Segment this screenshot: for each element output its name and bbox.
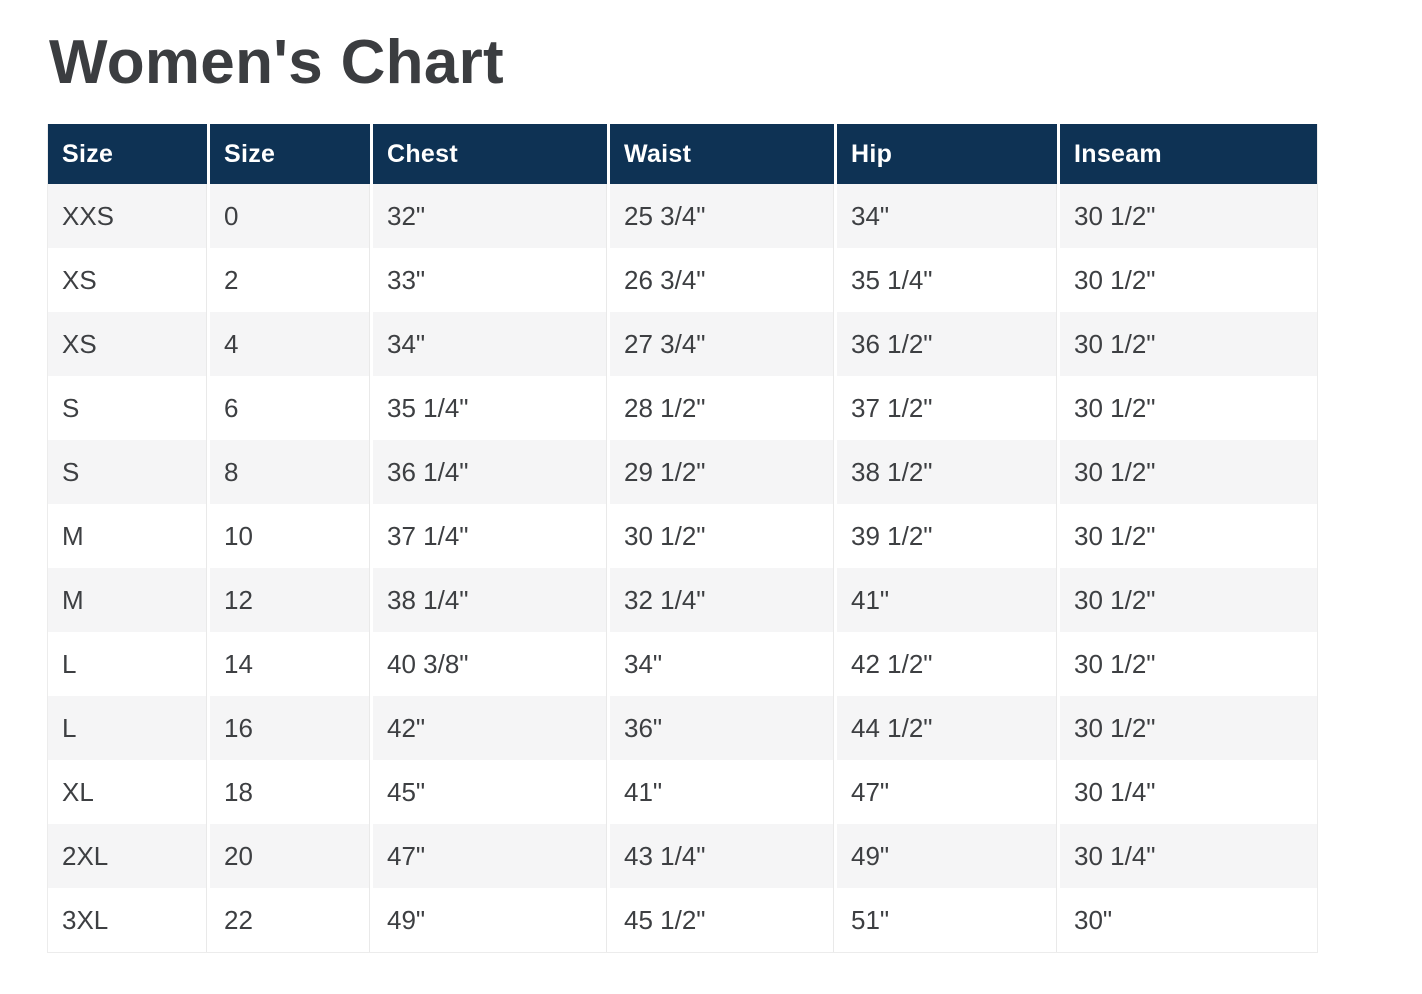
table-cell: 41": [610, 760, 837, 824]
column-header-inseam: Inseam: [1060, 124, 1317, 184]
table-cell: 38 1/2": [837, 440, 1060, 504]
table-row: L 14 40 3/8" 34" 42 1/2" 30 1/2": [48, 632, 1317, 696]
table-cell: 12: [210, 568, 373, 632]
table-cell: 42": [373, 696, 610, 760]
table-cell: 34": [837, 184, 1060, 248]
table-row: 3XL 22 49" 45 1/2" 51" 30": [48, 888, 1317, 952]
table-cell: 45": [373, 760, 610, 824]
table-header: Size Size Chest Waist Hip Inseam: [48, 124, 1317, 184]
table-cell: 18: [210, 760, 373, 824]
table-cell: 34": [373, 312, 610, 376]
table-cell: 32": [373, 184, 610, 248]
table-row: XS 4 34" 27 3/4" 36 1/2" 30 1/2": [48, 312, 1317, 376]
table-cell: 30 1/2": [1060, 696, 1317, 760]
table-cell: 35 1/4": [837, 248, 1060, 312]
table-cell: 0: [210, 184, 373, 248]
table-cell: 37 1/4": [373, 504, 610, 568]
table-cell: XS: [48, 248, 210, 312]
table-cell: XS: [48, 312, 210, 376]
table-row: XL 18 45" 41" 47" 30 1/4": [48, 760, 1317, 824]
table-cell: 10: [210, 504, 373, 568]
table-cell: 26 3/4": [610, 248, 837, 312]
table-cell: 25 3/4": [610, 184, 837, 248]
table-cell: S: [48, 440, 210, 504]
column-header-waist: Waist: [610, 124, 837, 184]
table-cell: S: [48, 376, 210, 440]
table-cell: 49": [837, 824, 1060, 888]
table-cell: 36": [610, 696, 837, 760]
table-cell: 30 1/2": [1060, 312, 1317, 376]
table-cell: 30": [1060, 888, 1317, 952]
table-row: M 12 38 1/4" 32 1/4" 41" 30 1/2": [48, 568, 1317, 632]
table-cell: 16: [210, 696, 373, 760]
column-header-hip: Hip: [837, 124, 1060, 184]
table-cell: 32 1/4": [610, 568, 837, 632]
table-cell: L: [48, 632, 210, 696]
table-cell: 30 1/2": [1060, 184, 1317, 248]
table-cell: 36 1/4": [373, 440, 610, 504]
size-chart-table: Size Size Chest Waist Hip Inseam XXS 0 32"…: [47, 124, 1318, 953]
table-cell: 30 1/2": [1060, 248, 1317, 312]
table-cell: 47": [837, 760, 1060, 824]
table-row: 2XL 20 47" 43 1/4" 49" 30 1/4": [48, 824, 1317, 888]
table-cell: 44 1/2": [837, 696, 1060, 760]
table-cell: 30 1/2": [1060, 376, 1317, 440]
table-cell: 35 1/4": [373, 376, 610, 440]
table-cell: 30 1/2": [1060, 440, 1317, 504]
table-cell: 2: [210, 248, 373, 312]
table-cell: 47": [373, 824, 610, 888]
table-cell: 4: [210, 312, 373, 376]
table-cell: 40 3/8": [373, 632, 610, 696]
header-row: Size Size Chest Waist Hip Inseam: [48, 124, 1317, 184]
table-cell: 41": [837, 568, 1060, 632]
table-cell: 49": [373, 888, 610, 952]
table-cell: 30 1/2": [610, 504, 837, 568]
table-cell: 33": [373, 248, 610, 312]
table-cell: 30 1/2": [1060, 632, 1317, 696]
table-cell: 27 3/4": [610, 312, 837, 376]
table-cell: 36 1/2": [837, 312, 1060, 376]
table-cell: 42 1/2": [837, 632, 1060, 696]
table-cell: 6: [210, 376, 373, 440]
table-cell: L: [48, 696, 210, 760]
column-header-size-alpha: Size: [48, 124, 210, 184]
table-cell: 43 1/4": [610, 824, 837, 888]
table-cell: 45 1/2": [610, 888, 837, 952]
table-cell: 30 1/4": [1060, 824, 1317, 888]
table-cell: 28 1/2": [610, 376, 837, 440]
table-cell: 2XL: [48, 824, 210, 888]
table-cell: XL: [48, 760, 210, 824]
table-row: XS 2 33" 26 3/4" 35 1/4" 30 1/2": [48, 248, 1317, 312]
table-body: XXS 0 32" 25 3/4" 34" 30 1/2" XS 2 33" 26 3/4" 35 …: [48, 184, 1317, 952]
page-container: Women's Chart Size Size Chest Waist Hip …: [47, 28, 1318, 953]
table-cell: 20: [210, 824, 373, 888]
table-cell: 30 1/2": [1060, 568, 1317, 632]
table-cell: M: [48, 568, 210, 632]
table-cell: 37 1/2": [837, 376, 1060, 440]
table-cell: 38 1/4": [373, 568, 610, 632]
table-cell: 39 1/2": [837, 504, 1060, 568]
table-cell: M: [48, 504, 210, 568]
table-cell: 8: [210, 440, 373, 504]
column-header-chest: Chest: [373, 124, 610, 184]
table-cell: 34": [610, 632, 837, 696]
table-cell: 29 1/2": [610, 440, 837, 504]
table-cell: 51": [837, 888, 1060, 952]
table-cell: 22: [210, 888, 373, 952]
table-cell: 30 1/4": [1060, 760, 1317, 824]
table-cell: 30 1/2": [1060, 504, 1317, 568]
table-row: XXS 0 32" 25 3/4" 34" 30 1/2": [48, 184, 1317, 248]
table-row: M 10 37 1/4" 30 1/2" 39 1/2" 30 1/2": [48, 504, 1317, 568]
table-cell: XXS: [48, 184, 210, 248]
page-title: Women's Chart: [49, 28, 505, 97]
table-row: S 8 36 1/4" 29 1/2" 38 1/2" 30 1/2": [48, 440, 1317, 504]
column-header-size-numeric: Size: [210, 124, 373, 184]
table-cell: 3XL: [48, 888, 210, 952]
table-row: L 16 42" 36" 44 1/2" 30 1/2": [48, 696, 1317, 760]
table-row: S 6 35 1/4" 28 1/2" 37 1/2" 30 1/2": [48, 376, 1317, 440]
table-cell: 14: [210, 632, 373, 696]
